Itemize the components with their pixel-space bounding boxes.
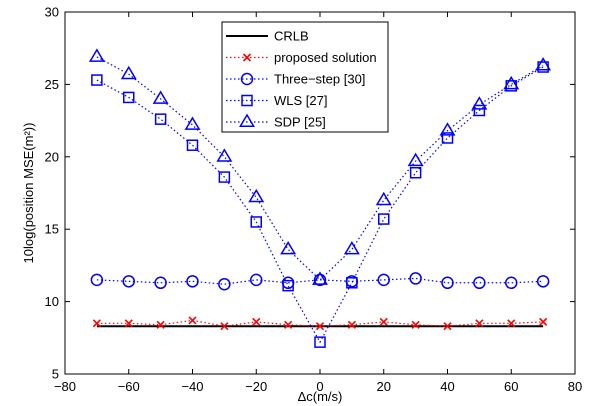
data-point: [439, 122, 456, 136]
data-point: [124, 319, 133, 328]
x-tick-label: −60: [118, 379, 140, 394]
legend-item: SDP [25]: [226, 113, 326, 130]
legend: CRLB proposed solution Three−step [30] WLS …: [221, 21, 389, 133]
y-tick-label: 10: [45, 294, 59, 309]
data-point: [90, 273, 104, 287]
series-2: [90, 272, 550, 291]
data-point: [154, 276, 167, 290]
data-point: [503, 75, 520, 90]
x-tick-label: 80: [568, 379, 582, 394]
data-point: [91, 74, 103, 86]
x-tick-label: 0: [316, 379, 323, 394]
x-tick-label: −80: [54, 379, 76, 394]
data-point: [186, 139, 199, 151]
data-point: [92, 319, 101, 328]
data-point: [473, 276, 486, 290]
series-3: [91, 61, 549, 348]
legend-item: proposed solution: [226, 50, 377, 65]
data-point: [343, 241, 360, 255]
data-point: [122, 275, 135, 288]
data-point: [312, 271, 328, 285]
legend-label: proposed solution: [274, 50, 377, 65]
series-line: [96, 56, 544, 281]
legend-marker: [242, 53, 252, 62]
y-tick-label: 30: [45, 5, 59, 20]
data-point: [156, 320, 165, 329]
data-point: [471, 96, 488, 110]
data-point: [409, 272, 422, 285]
data-point: [218, 171, 231, 183]
data-point: [250, 273, 263, 287]
legend-marker: [239, 113, 255, 127]
series-layer: [88, 48, 552, 348]
legend-label: Three−step [30]: [274, 72, 365, 87]
legend-item: WLS [27]: [226, 93, 327, 108]
x-axis-label: Δc(m/s): [298, 389, 343, 404]
legend-item: CRLB: [226, 29, 309, 44]
legend-label: CRLB: [274, 29, 309, 44]
legend-label: WLS [27]: [274, 93, 327, 108]
y-axis-label: 10log(position MSE(m²)): [21, 123, 36, 264]
data-point: [313, 273, 327, 287]
axis-ticks: −80 −60 −40 −20 0 20 40 60 80 5 10 15 20 25 30: [45, 5, 583, 395]
data-point: [475, 319, 484, 328]
data-point: [505, 276, 518, 290]
data-point: [411, 320, 420, 329]
x-tick-label: 60: [504, 379, 518, 394]
data-point: [218, 277, 231, 291]
data-point: [314, 336, 326, 348]
y-tick-label: 20: [45, 149, 59, 164]
data-point: [123, 91, 135, 104]
data-point: [377, 273, 390, 287]
data-point: [184, 116, 201, 130]
data-point: [252, 317, 261, 326]
data-point: [280, 241, 297, 255]
y-tick-label: 5: [52, 367, 59, 382]
legend-marker: [240, 72, 254, 86]
data-point: [536, 275, 550, 288]
data-point: [152, 90, 169, 104]
x-tick-label: −20: [245, 379, 267, 394]
data-point: [347, 320, 356, 329]
x-tick-label: 40: [440, 379, 454, 394]
data-point: [186, 275, 199, 288]
data-point: [284, 320, 293, 329]
data-point: [409, 166, 422, 179]
series-1: [92, 316, 548, 331]
legend-label: SDP [25]: [274, 115, 326, 130]
data-point: [188, 316, 197, 325]
data-point: [539, 317, 548, 326]
legend-marker: [241, 94, 253, 107]
y-tick-label: 15: [45, 222, 59, 237]
data-point: [441, 276, 454, 290]
data-point: [154, 113, 167, 125]
y-tick-label: 25: [45, 77, 59, 92]
data-point: [282, 279, 294, 292]
data-point: [250, 216, 262, 228]
data-point: [216, 148, 233, 162]
data-point: [441, 132, 454, 144]
x-tick-label: −40: [181, 379, 203, 394]
data-point: [315, 322, 325, 331]
data-point: [407, 152, 424, 167]
data-point: [88, 48, 105, 62]
data-point: [379, 317, 388, 326]
series-line: [96, 66, 544, 344]
data-point: [473, 104, 486, 117]
data-point: [346, 277, 358, 289]
data-point: [507, 319, 516, 328]
series-line: [96, 277, 544, 285]
data-point: [535, 57, 552, 71]
x-tick-label: 20: [377, 379, 391, 394]
data-point: [248, 188, 265, 203]
legend-box: [221, 21, 389, 133]
data-point: [120, 65, 137, 80]
data-point: [443, 322, 452, 331]
series-4: [88, 48, 552, 285]
data-point: [375, 191, 392, 206]
legend-item: Three−step [30]: [226, 72, 365, 87]
data-point: [378, 213, 390, 225]
data-point: [220, 322, 229, 331]
